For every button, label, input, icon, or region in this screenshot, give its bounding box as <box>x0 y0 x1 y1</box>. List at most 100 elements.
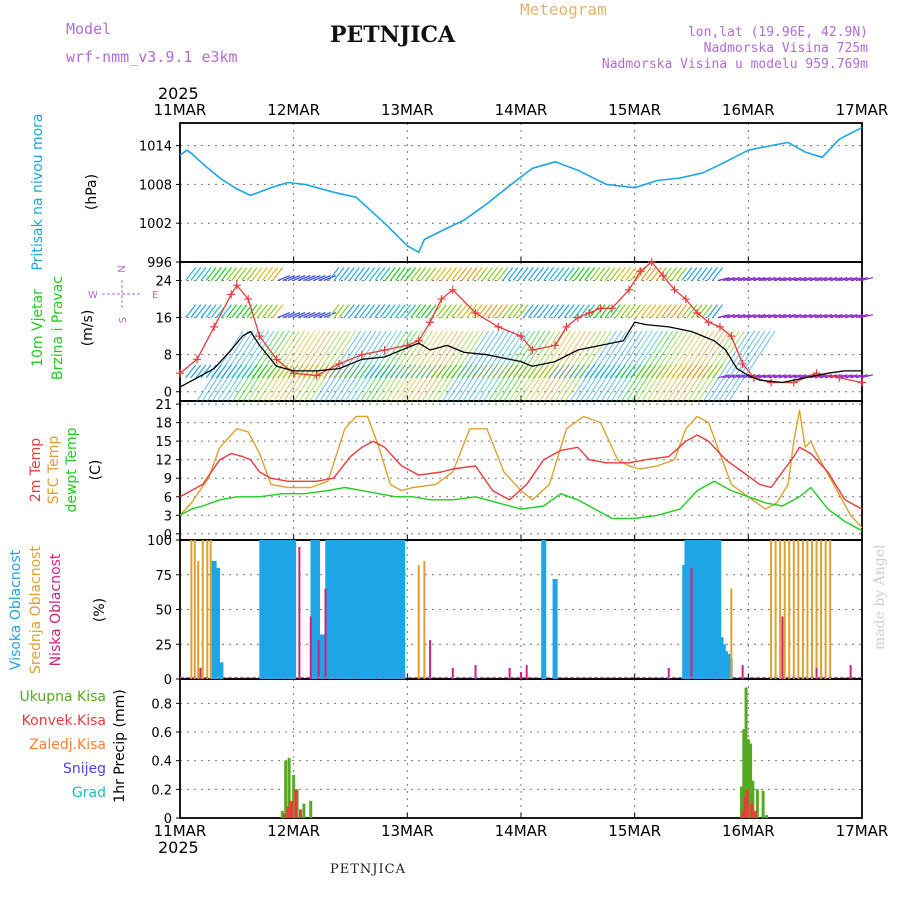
wind-arrow <box>497 304 509 318</box>
temp-axis-title: dewpt Temp <box>64 427 80 512</box>
wind-arrow <box>251 267 263 281</box>
wind-arrow <box>232 330 280 402</box>
wind-arrow <box>723 330 771 402</box>
wind-arrow <box>338 267 350 281</box>
wind-arrow <box>701 267 713 281</box>
wind-arrow <box>645 304 657 318</box>
wind-arrow <box>717 314 730 319</box>
wind-arrow <box>662 330 709 402</box>
wind-arrow <box>660 304 672 318</box>
cloud-bar <box>727 658 733 679</box>
wind-arrow <box>205 267 217 281</box>
wind-gust-point <box>312 371 321 380</box>
precip-ytick-label: 0.4 <box>151 755 172 770</box>
wind-arrow <box>778 374 792 379</box>
cloud-bar <box>810 540 813 679</box>
wind-arrow <box>824 314 838 319</box>
wind-arrow <box>630 304 642 318</box>
wind-arrow <box>440 267 452 281</box>
cloud-bar <box>315 540 321 679</box>
wind-arrow <box>513 330 561 402</box>
wind-arrow <box>200 304 212 318</box>
wind-arrow <box>830 374 843 379</box>
wind-arrow <box>758 276 771 282</box>
temperature-ytick-label: 9 <box>164 472 172 487</box>
wind-arrow <box>809 314 822 319</box>
wind-arrow <box>185 364 197 379</box>
wind-arrow <box>277 312 290 319</box>
wind-arrow <box>814 276 827 282</box>
wind-arrow <box>703 330 750 402</box>
wind-arrow <box>359 267 371 281</box>
wind-gust-point <box>380 346 389 355</box>
wind-arrow <box>686 267 698 281</box>
wind-gust-point <box>528 346 537 355</box>
wind-arrow <box>481 267 493 281</box>
cloud-bar <box>379 540 385 679</box>
wind-arrow <box>298 330 346 402</box>
wind-arrow <box>758 374 771 379</box>
wind-arrow <box>268 330 316 402</box>
precip-legend-item: Ukupna Kisa <box>19 689 106 705</box>
wind-gust-point <box>670 285 679 294</box>
wind-arrow <box>497 267 509 281</box>
wind-arrow <box>543 267 555 281</box>
pressure-ytick-label: 1002 <box>139 217 172 232</box>
wind-gust-point <box>272 355 281 364</box>
wind-arrow <box>261 267 273 281</box>
wind-gust-point <box>357 350 366 359</box>
wind-arrow <box>272 304 284 318</box>
wind-arrow <box>523 330 571 402</box>
clouds-ytick-label: 50 <box>155 604 172 619</box>
wind-arrow <box>440 304 452 318</box>
x-label-top: 16MAR <box>722 101 775 119</box>
cloud-bar <box>520 672 522 679</box>
wind-arrow <box>267 267 278 281</box>
wind-arrow <box>263 330 310 402</box>
wind-gust-point <box>176 369 184 378</box>
precip-ytick-label: 0.8 <box>151 697 172 712</box>
wind-arrow <box>288 330 336 402</box>
cloud-bar <box>788 540 791 679</box>
wind-arrow <box>384 304 396 318</box>
wind-arrow <box>476 267 488 281</box>
wind-arrow <box>483 330 530 402</box>
wind-arrow <box>328 304 340 318</box>
wind-arrow <box>380 330 428 402</box>
wind-arrow <box>732 314 746 319</box>
cloud-bar <box>390 540 396 679</box>
cloud-bar <box>423 560 426 679</box>
wind-arrow <box>778 276 792 282</box>
precip-ytick-label: 0.2 <box>151 783 172 798</box>
wind-arrow <box>568 267 580 281</box>
wind-arrow <box>706 267 718 281</box>
temp-axis-unit: (C) <box>88 460 104 481</box>
wind-arrow <box>210 267 222 281</box>
x-label-top: 12MAR <box>267 101 320 119</box>
wind-arrow <box>533 304 544 318</box>
wind-arrow <box>758 314 771 319</box>
wind-arrow <box>671 267 683 281</box>
wind-arrow <box>737 276 751 282</box>
pressure-ytick-label: 996 <box>147 256 172 271</box>
wind-arrow <box>426 330 474 402</box>
temperature-ytick-label: 21 <box>155 398 172 413</box>
wind-arrow <box>462 330 510 402</box>
wind-arrow <box>701 304 713 318</box>
wind-gust-point <box>227 290 236 299</box>
wind-arrow <box>527 304 539 318</box>
wind-arrow <box>527 267 539 281</box>
wind-arrow <box>492 304 504 318</box>
wind-arrow <box>743 314 756 319</box>
cloud-bar <box>291 540 297 679</box>
cloud-bar <box>383 540 389 679</box>
wind-arrow <box>339 330 387 402</box>
wind-arrow <box>323 274 337 282</box>
wind-gust-point <box>232 281 241 290</box>
pressure-axis-unit: (hPa) <box>84 174 100 210</box>
wind-arrow <box>292 312 306 319</box>
model-label: Model <box>66 20 112 38</box>
wind-arrow <box>210 304 222 318</box>
wind-arrow <box>590 330 638 402</box>
wind-arrow <box>185 267 197 281</box>
